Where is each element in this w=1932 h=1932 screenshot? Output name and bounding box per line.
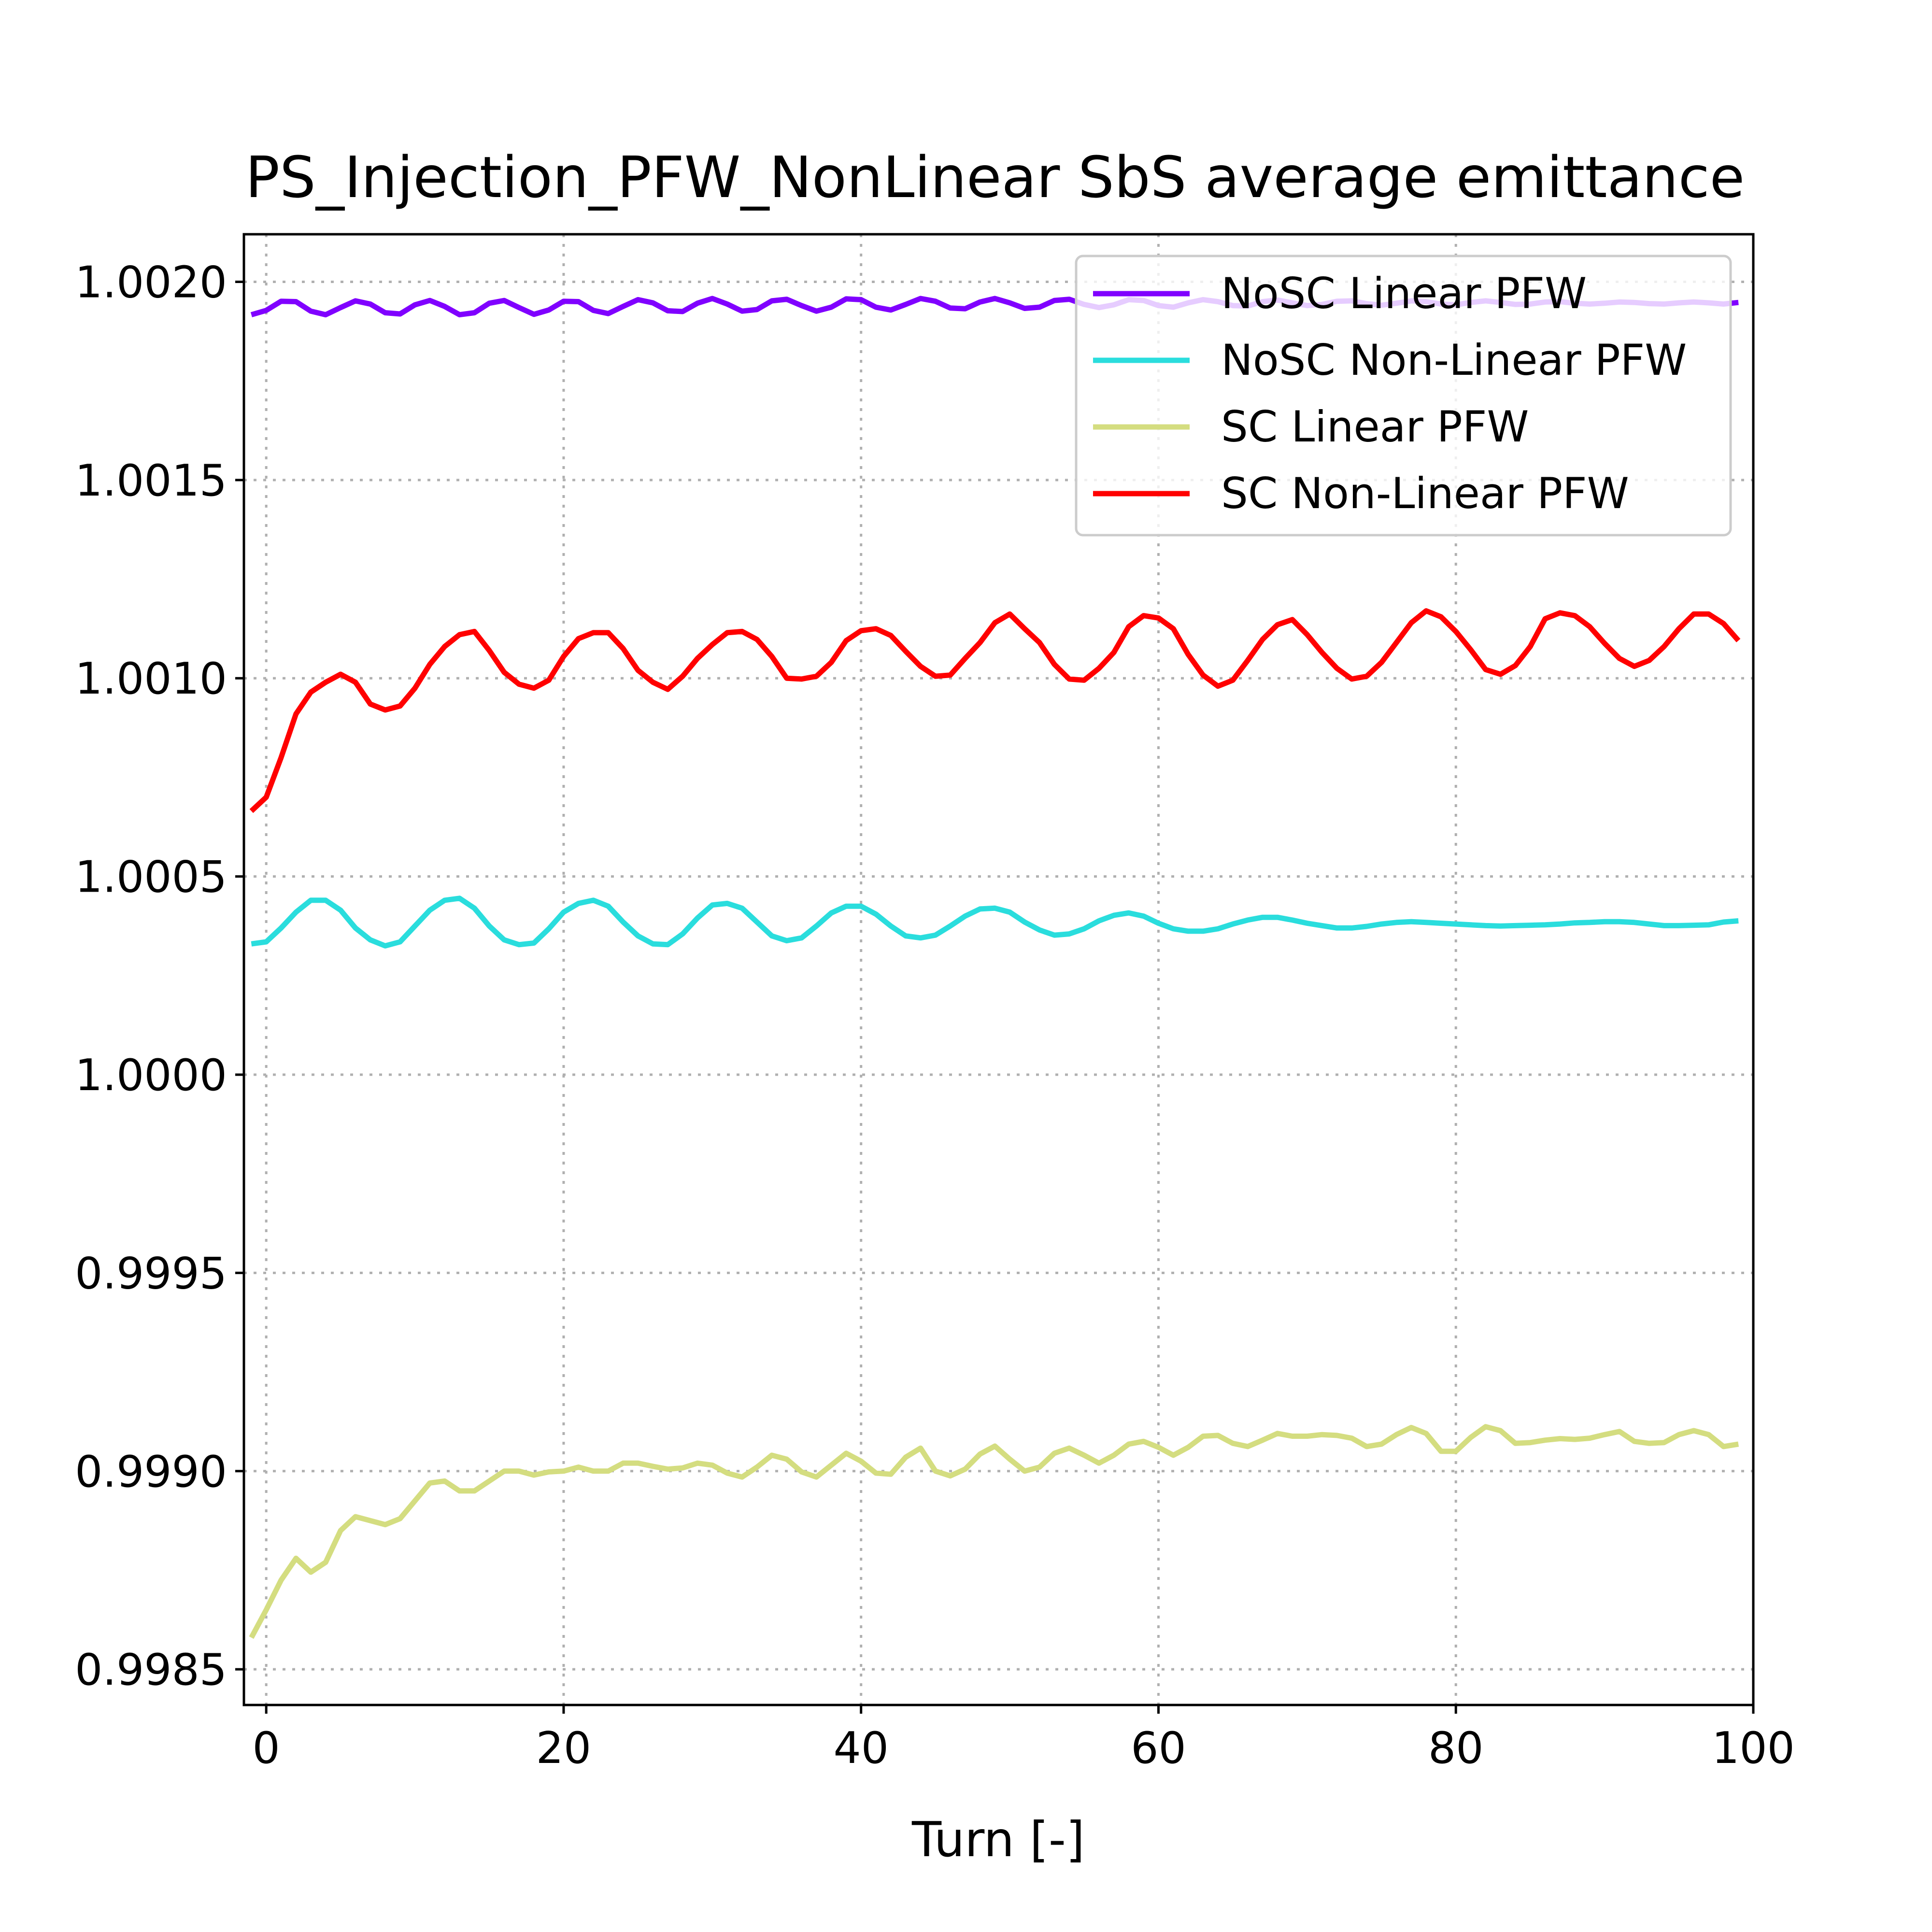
- y-tick-label: 1.0000: [75, 1050, 227, 1101]
- y-tick-label: 0.9995: [75, 1248, 227, 1299]
- legend: NoSC Linear PFW NoSC Non-Linear PFW SC Lin…: [1075, 255, 1732, 537]
- x-tick-label: 40: [833, 1723, 889, 1774]
- y-tick-label: 1.0020: [75, 257, 227, 308]
- legend-label: NoSC Non-Linear PFW: [1221, 335, 1687, 385]
- x-tick-label: 20: [536, 1723, 592, 1774]
- chart-title: PS_Injection_PFW_NonLinear SbS average e…: [245, 144, 1745, 211]
- legend-label: SC Non-Linear PFW: [1221, 469, 1629, 518]
- y-tick-label: 0.9990: [75, 1447, 227, 1497]
- y-tick-label: 1.0015: [75, 455, 227, 506]
- x-tick-label: 100: [1712, 1723, 1795, 1774]
- series-line-4: [249, 608, 1741, 813]
- x-tick-label: 60: [1131, 1723, 1186, 1774]
- x-axis-label: Turn [-]: [911, 1811, 1085, 1868]
- plot-frame: [242, 233, 1755, 1706]
- legend-box: [1075, 255, 1732, 537]
- y-tick-label: 0.9985: [75, 1645, 227, 1695]
- y-tick-label: 1.0010: [75, 653, 227, 704]
- axis-ticks: 0 20 40 60 80 100 0.9985 0.9990 0.9995 1.0000 1.00…: [75, 257, 1795, 1774]
- x-tick-label: 80: [1428, 1723, 1484, 1774]
- y-tick-label: 1.0005: [75, 852, 227, 903]
- legend-label: NoSC Linear PFW: [1221, 269, 1587, 318]
- series-line-3: [249, 1424, 1739, 1639]
- series-line-2: [251, 895, 1739, 949]
- x-tick-label: 0: [253, 1723, 280, 1774]
- legend-label: SC Linear PFW: [1221, 402, 1529, 452]
